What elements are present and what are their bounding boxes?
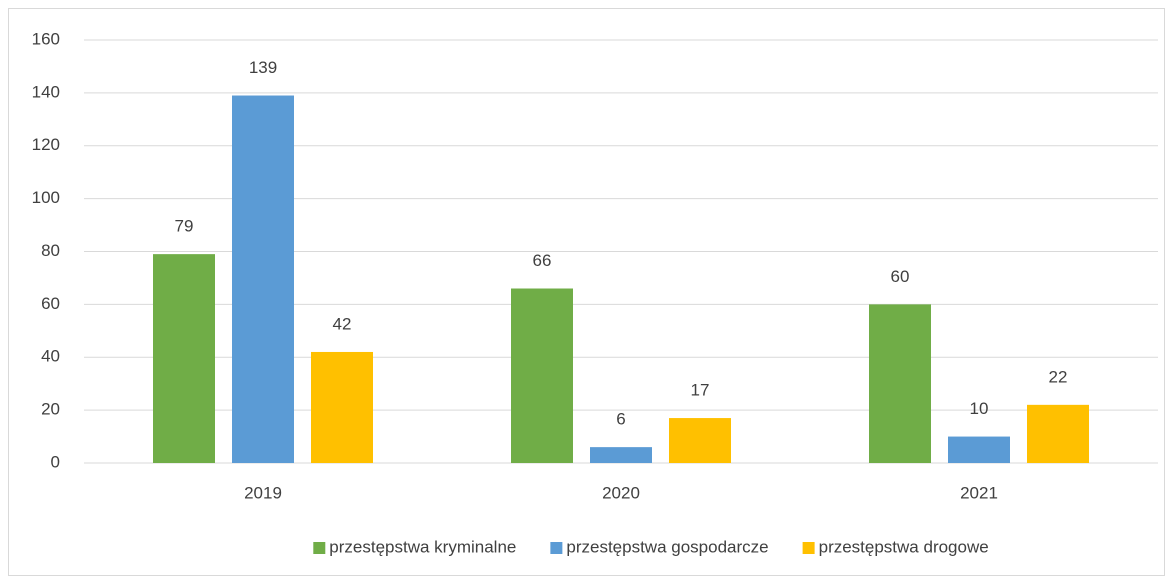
bar bbox=[948, 436, 1010, 463]
y-tick-label: 120 bbox=[32, 135, 60, 154]
x-tick-label: 2020 bbox=[602, 483, 640, 502]
bar bbox=[1027, 404, 1089, 463]
bar bbox=[869, 304, 931, 463]
data-label: 66 bbox=[533, 251, 552, 270]
data-label: 10 bbox=[970, 399, 989, 418]
y-tick-label: 40 bbox=[41, 347, 60, 366]
bar bbox=[153, 254, 215, 463]
legend-swatch bbox=[802, 542, 815, 554]
bar bbox=[311, 351, 373, 463]
y-tick-label: 60 bbox=[41, 294, 60, 313]
legend-label: przestępstwa drogowe bbox=[819, 537, 989, 556]
legend-label: przestępstwa kryminalne bbox=[329, 537, 516, 556]
x-tick-label: 2021 bbox=[960, 483, 998, 502]
data-label: 79 bbox=[175, 217, 194, 236]
y-tick-label: 80 bbox=[41, 241, 60, 260]
bar bbox=[511, 288, 573, 463]
data-label: 6 bbox=[616, 410, 625, 429]
y-tick-label: 0 bbox=[51, 452, 60, 471]
legend-swatch bbox=[313, 542, 326, 554]
bar bbox=[590, 447, 652, 463]
y-tick-label: 160 bbox=[32, 29, 60, 48]
legend-label: przestępstwa gospodarcze bbox=[566, 537, 768, 556]
x-tick-label: 2019 bbox=[244, 483, 282, 502]
y-tick-label: 100 bbox=[32, 188, 60, 207]
data-label: 17 bbox=[691, 381, 710, 400]
data-label: 139 bbox=[249, 58, 277, 77]
bar bbox=[669, 418, 731, 463]
data-label: 22 bbox=[1049, 367, 1068, 386]
bar bbox=[232, 95, 294, 464]
y-tick-label: 140 bbox=[32, 82, 60, 101]
y-tick-label: 20 bbox=[41, 400, 60, 419]
data-label: 42 bbox=[333, 314, 352, 333]
data-label: 60 bbox=[891, 267, 910, 286]
legend-swatch bbox=[550, 542, 563, 554]
